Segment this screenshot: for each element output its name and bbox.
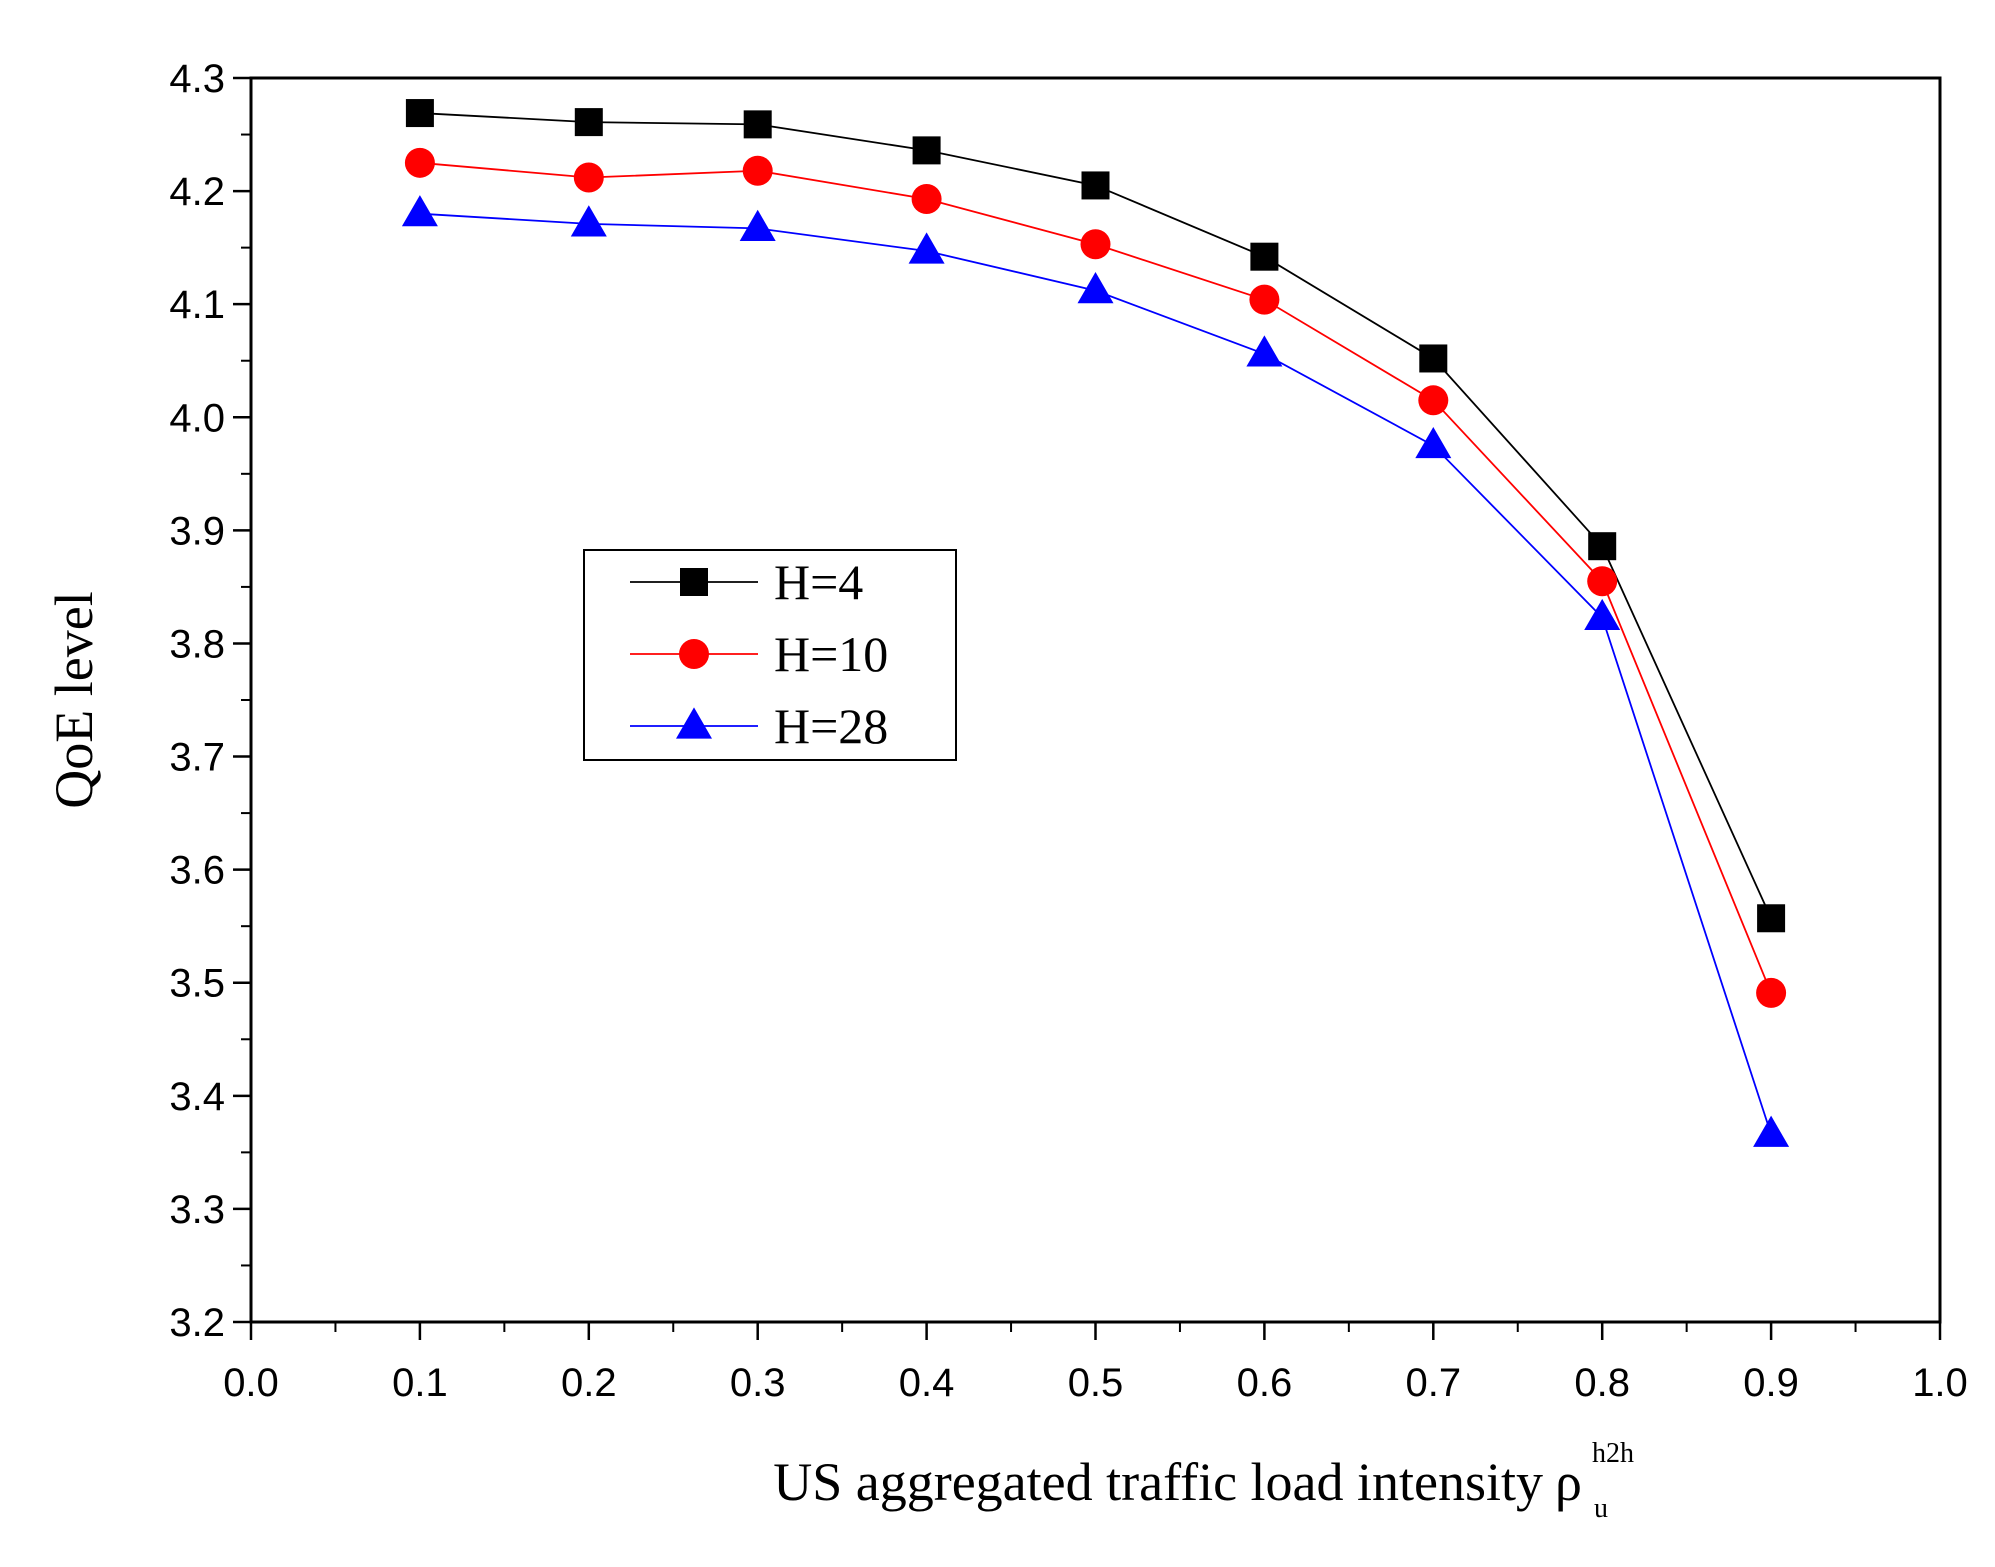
y-tick-label: 4.1 — [169, 283, 225, 327]
data-point — [573, 162, 604, 193]
x-tick-label: 0.4 — [899, 1361, 955, 1405]
legend-marker — [676, 707, 712, 739]
data-point — [401, 195, 438, 227]
legend-label: H=28 — [774, 698, 888, 754]
data-point — [911, 184, 942, 215]
data-point — [908, 232, 945, 264]
legend-marker — [680, 568, 708, 596]
data-point — [404, 147, 435, 178]
legend-item: H=28 — [630, 698, 888, 754]
y-tick-label: 3.6 — [169, 849, 225, 893]
x-tick-label: 0.1 — [392, 1361, 448, 1405]
legend-label: H=10 — [774, 626, 888, 682]
x-axis-title-superscript: h2h — [1592, 1438, 1634, 1469]
axis-ticks — [233, 76, 1942, 1340]
data-point — [1587, 566, 1618, 597]
x-tick-label: 0.3 — [730, 1361, 786, 1405]
data-point — [405, 99, 434, 128]
y-tick-label: 3.7 — [169, 736, 225, 780]
data-point — [1757, 904, 1786, 933]
y-axis-title: QoE level — [44, 591, 104, 808]
data-point — [1080, 229, 1111, 260]
data-point — [1081, 171, 1110, 200]
data-point — [1418, 385, 1449, 416]
data-point — [1249, 284, 1280, 315]
data-point — [1753, 1115, 1790, 1147]
legend-item: H=10 — [630, 626, 888, 682]
data-point — [1415, 426, 1452, 459]
x-tick-label: 0.5 — [1068, 1361, 1124, 1405]
data-point — [1756, 977, 1787, 1008]
x-axis-title-subscript: u — [1594, 1493, 1608, 1524]
data-point — [1077, 272, 1114, 304]
legend-box — [583, 549, 957, 761]
legend-item: H=4 — [630, 554, 863, 610]
y-tick-label: 3.3 — [169, 1188, 225, 1232]
data-point — [1250, 242, 1279, 271]
data-point — [742, 155, 773, 186]
x-tick-label: 0.2 — [561, 1361, 617, 1405]
data-point — [574, 108, 603, 137]
x-axis-title-symbol: ρ — [1555, 1452, 1582, 1512]
x-tick-label: 0.6 — [1237, 1361, 1293, 1405]
y-tick-label: 3.4 — [169, 1075, 225, 1119]
x-tick-label: 0.7 — [1405, 1361, 1461, 1405]
data-point — [1588, 532, 1617, 561]
series-h-28 — [401, 195, 1790, 1147]
y-tick-label: 3.2 — [169, 1301, 225, 1345]
y-tick-label: 3.5 — [169, 962, 225, 1006]
x-tick-label: 0.8 — [1574, 1361, 1630, 1405]
data-point — [912, 136, 941, 165]
x-axis-title: US aggregated traffic load intensity — [773, 1452, 1543, 1512]
data-point — [1246, 335, 1283, 367]
y-tick-label: 4.0 — [169, 396, 225, 440]
series-layer — [401, 99, 1790, 1147]
y-tick-label: 3.8 — [169, 622, 225, 666]
x-tick-label: 0.9 — [1743, 1361, 1799, 1405]
legend: H=4 H=10 H=28 — [583, 549, 957, 761]
legend-marker — [679, 639, 709, 669]
x-axis-title-group: US aggregated traffic load intensity ρ h… — [773, 1438, 1634, 1524]
x-tick-label: 0.0 — [223, 1361, 279, 1405]
data-point — [739, 209, 776, 242]
series-h-4 — [405, 99, 1786, 933]
series-h-10 — [404, 147, 1787, 1008]
y-tick-label: 3.9 — [169, 509, 225, 553]
axis-tick-labels: 0.0 0.1 0.2 0.3 0.4 0.5 0.6 0.7 0.8 0.9 1.0 3.2 3.3 3… — [169, 57, 1967, 1405]
y-tick-label: 4.3 — [169, 57, 225, 101]
legend-label: H=4 — [774, 554, 863, 610]
y-tick-label: 4.2 — [169, 170, 225, 214]
data-point — [743, 110, 772, 139]
data-point — [570, 205, 607, 237]
x-tick-label: 1.0 — [1912, 1361, 1968, 1405]
data-point — [1419, 344, 1448, 373]
data-point — [1584, 598, 1621, 631]
